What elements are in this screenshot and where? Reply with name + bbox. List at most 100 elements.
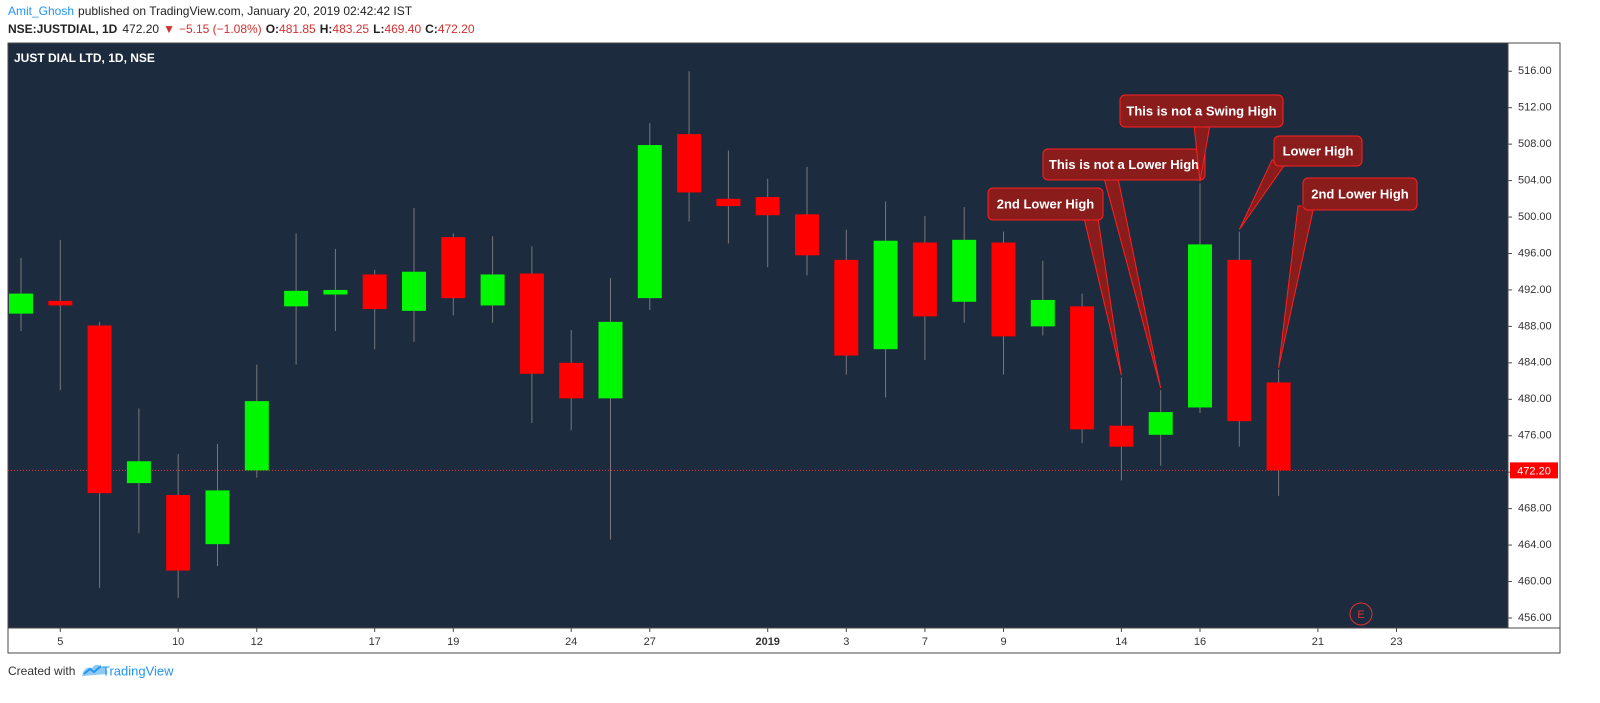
- callout-joint: [1299, 205, 1313, 208]
- ohlc-value: 481.85: [279, 22, 316, 36]
- candle-body: [87, 325, 112, 494]
- callout-text: This is not a Lower High: [1049, 157, 1199, 172]
- last-price-box: [1510, 462, 1558, 479]
- callout-text: Lower High: [1283, 143, 1354, 158]
- chart-title: JUST DIAL LTD, 1D, NSE: [14, 51, 155, 65]
- y-tick-label: 512.00: [1518, 102, 1552, 114]
- y-tick-label: 496.00: [1518, 247, 1552, 259]
- ohlc-label: O:: [266, 22, 279, 36]
- callout-box: [1042, 148, 1206, 181]
- candle-body: [912, 242, 937, 317]
- candle-body: [519, 273, 544, 374]
- callout-box: [1119, 94, 1284, 128]
- event-marker: E: [1357, 609, 1364, 621]
- footer-prefix: Created with: [8, 664, 75, 678]
- candle-body: [716, 198, 741, 207]
- x-tick-label: 12: [251, 636, 263, 648]
- change: −5.15 (−1.08%): [179, 22, 262, 36]
- x-tick-label: 19: [447, 636, 459, 648]
- candle-body: [559, 362, 584, 399]
- x-tick-label: 9: [1000, 636, 1006, 648]
- published: published on TradingView.com, January 20…: [78, 4, 413, 18]
- logo: [82, 664, 108, 676]
- arrow: ▼: [163, 22, 175, 36]
- candle-body: [991, 242, 1016, 337]
- candle-body: [1188, 244, 1212, 408]
- x-tick-label: 3: [843, 636, 849, 648]
- candle-body: [126, 461, 151, 484]
- candle-body: [441, 237, 466, 299]
- candle-body: [952, 239, 977, 302]
- x-tick-label: 17: [369, 636, 381, 648]
- callout-joint: [1273, 159, 1287, 162]
- candle-body: [1030, 299, 1055, 327]
- y-tick-label: 456.00: [1518, 612, 1552, 624]
- candle-body: [637, 145, 662, 299]
- candle-body: [834, 259, 859, 356]
- y-tick-label: 508.00: [1518, 138, 1552, 150]
- x-tick-label: 24: [565, 636, 577, 648]
- ohlc-label: L:: [373, 22, 384, 36]
- candle-body: [166, 494, 191, 571]
- event-marker-circle: [1349, 602, 1373, 626]
- y-tick-label: 488.00: [1518, 320, 1552, 332]
- x-tick-label: 21: [1312, 636, 1324, 648]
- callout-joint: [1105, 177, 1117, 180]
- symbol: NSE:JUSTDIAL, 1D: [8, 22, 118, 36]
- candle-body: [9, 293, 33, 314]
- y-tick-label: 492.00: [1518, 284, 1552, 296]
- ohlc-value: 483.25: [332, 22, 369, 36]
- x-tick-label: 10: [172, 636, 184, 648]
- candle-body: [284, 290, 309, 307]
- last: 472.20: [122, 22, 159, 36]
- candle-body: [480, 274, 505, 306]
- callout-joint: [1195, 124, 1209, 127]
- symbol-line: NSE:JUSTDIAL, 1D 472.20 ▼ −5.15 (−1.08%) O:4…: [8, 22, 475, 36]
- callout-box: [1273, 135, 1363, 167]
- x-tick-label: 5: [57, 636, 63, 648]
- ohlc-label: H:: [320, 22, 333, 36]
- callout-text: This is not a Swing High: [1126, 103, 1276, 118]
- x-tick-label: 27: [644, 636, 656, 648]
- footer-brand[interactable]: TradingView: [102, 663, 174, 678]
- candle-body: [1070, 306, 1095, 430]
- y-tick-label: 476.00: [1518, 430, 1552, 442]
- x-tick-label: 7: [922, 636, 928, 648]
- y-tick-label: 480.00: [1518, 393, 1552, 405]
- y-tick-label: 516.00: [1518, 65, 1552, 77]
- last-price-label: 472.20: [1517, 465, 1551, 477]
- x-tick-label: 23: [1390, 636, 1402, 648]
- candle-body: [1266, 382, 1291, 471]
- candle-body: [323, 289, 348, 295]
- callout-box: [1302, 177, 1418, 211]
- candle-body: [402, 271, 426, 311]
- candle-body: [677, 134, 702, 193]
- callout-joint: [1085, 217, 1097, 220]
- candle-body: [244, 401, 269, 471]
- ohlc-value: 469.40: [384, 22, 421, 36]
- author[interactable]: Amit_Ghosh: [8, 4, 74, 18]
- y-tick-label: 468.00: [1518, 503, 1552, 515]
- callout-text: 2nd Lower High: [997, 196, 1095, 211]
- candle-body: [873, 240, 898, 350]
- plot-area: [8, 43, 1508, 628]
- y-tick-label: 500.00: [1518, 211, 1552, 223]
- candle-body: [755, 196, 780, 216]
- ohlc-value: 472.20: [438, 22, 475, 36]
- candle-body: [795, 214, 819, 256]
- header-line: Amit_Ghosh published on TradingView.com, …: [8, 4, 413, 18]
- candle-body: [205, 490, 230, 545]
- x-tick-label: 2019: [755, 636, 779, 648]
- candle-body: [1227, 259, 1252, 422]
- candle-body: [362, 274, 387, 310]
- marks: 456.00460.00464.00468.00472.00476.00480.…: [8, 65, 1558, 648]
- candle-body: [1109, 425, 1134, 447]
- y-tick-label: 484.00: [1518, 357, 1552, 369]
- x-tick-label: 14: [1115, 636, 1127, 648]
- y-tick-label: 504.00: [1518, 174, 1552, 186]
- candle-body: [48, 300, 73, 306]
- frame: [7, 42, 1561, 654]
- ohlc-label: C:: [425, 22, 438, 36]
- candle-body: [1148, 412, 1173, 435]
